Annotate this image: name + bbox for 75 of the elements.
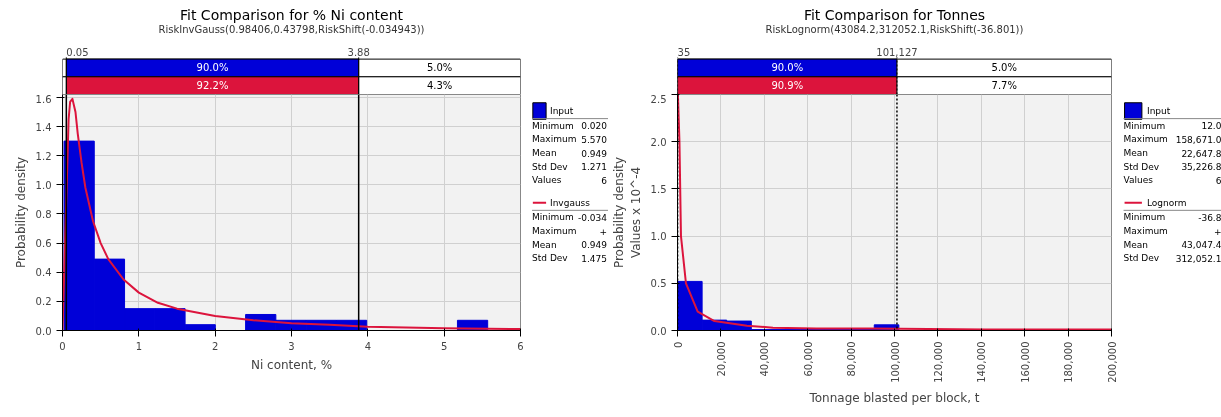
y-tick-label: 1.0: [35, 179, 52, 191]
y-tick-label: 1.4: [35, 121, 52, 133]
y-tick-label: 1.6: [35, 93, 52, 105]
chart-title: Fit Comparison for Tonnes: [803, 6, 986, 23]
text: Std Dev 312,052.1: [1123, 253, 1221, 264]
text: Mean 22,647.8: [1123, 148, 1221, 159]
x-tick-label: 40,000: [759, 341, 771, 377]
text: Minimum 0.020: [532, 120, 608, 132]
chart-title: Fit Comparison for % Ni content: [180, 6, 404, 23]
x-tick-label: 0: [672, 341, 684, 348]
y-tick-label: 0.0: [650, 325, 667, 337]
legend-label: Input: [550, 106, 574, 117]
text: Mean 0.949: [532, 148, 607, 159]
y-axis-title: Probability density: [13, 156, 28, 269]
y-tick-label: 1.0: [650, 231, 667, 243]
text: 5.0%: [991, 62, 1017, 74]
ref-line-label: 3.88: [347, 47, 370, 59]
text: Maximum +: [532, 226, 607, 237]
text: 90.9%: [771, 80, 804, 92]
ref-line-label: 35: [677, 47, 691, 59]
text: 5.0%: [426, 62, 453, 74]
y-tick-label: 0.6: [35, 238, 52, 250]
x-tick-label: 180,000: [1063, 341, 1075, 383]
y-tick-label: 0.0: [35, 325, 52, 337]
legend-label: Invgauss: [550, 197, 591, 208]
x-tick-label: 140,000: [976, 341, 988, 383]
x-tick-label: 3: [288, 340, 295, 352]
chart-subtitle: RiskLognorm(43084.2,312052.1,RiskShift(-36.801)): [765, 24, 1024, 36]
text: 90.0%: [771, 62, 804, 74]
x-axis-title: Ni content, %: [250, 357, 333, 372]
y-tick-label: 1.5: [650, 183, 667, 195]
chart-subtitle: RiskInvGauss(0.98406,0.43798,RiskShift(-0.034943)): [158, 24, 425, 36]
text: Std Dev 1.271: [532, 161, 607, 173]
text: Values 6: [1123, 175, 1221, 186]
text: 4.3%: [426, 80, 453, 92]
y-tick-label: 2.5: [650, 93, 667, 105]
y-tick-label: 0.5: [650, 278, 667, 290]
x-tick-label: 4: [364, 340, 372, 352]
text: 92.2%: [196, 80, 229, 92]
text: Mean 43,047.4: [1123, 239, 1221, 251]
text: Std Dev 1.475: [532, 253, 607, 264]
text: 90.0%: [196, 62, 229, 74]
x-tick-label: 200,000: [1106, 341, 1118, 383]
x-tick-label: 20,000: [715, 341, 727, 377]
text: Maximum +: [1123, 226, 1221, 237]
y-tick-label: 0.4: [35, 267, 52, 279]
text: Std Dev 35,226.8: [1123, 161, 1221, 173]
x-tick-label: 120,000: [932, 341, 944, 383]
text: Mean 0.949: [532, 239, 607, 251]
x-tick-label: 0: [59, 340, 66, 352]
x-tick-label: 80,000: [846, 341, 858, 377]
y-tick-label: 0.8: [35, 208, 52, 220]
x-tick-label: 1: [135, 340, 143, 352]
y-axis-title: Probability density Values x 10^-4: [611, 156, 643, 269]
text: Values 6: [532, 175, 607, 186]
y-tick-label: 2.0: [650, 136, 667, 148]
y-tick-label: 0.2: [35, 296, 52, 308]
x-tick-label: 160,000: [1019, 341, 1031, 383]
x-axis-title: Tonnage blasted per block, t: [808, 390, 980, 405]
x-tick-label: 6: [517, 340, 524, 352]
x-tick-label: 100,000: [889, 341, 901, 383]
legend-label: Lognorm: [1147, 197, 1187, 208]
ref-line-label: 0.05: [66, 47, 89, 59]
x-tick-label: 2: [211, 340, 219, 352]
x-tick-label: 5: [440, 340, 448, 352]
legend-label: Input: [1147, 106, 1171, 117]
text: Maximum 5.570: [532, 134, 608, 145]
text: Maximum 158,671.0: [1123, 134, 1221, 145]
ref-line-label: 101,127: [876, 47, 918, 59]
y-tick-label: 1.2: [35, 150, 52, 162]
text: Minimum 12.0: [1123, 120, 1221, 132]
text: Minimum -36.8: [1123, 212, 1221, 223]
x-tick-label: 60,000: [802, 341, 814, 377]
text: Minimum -0.034: [532, 212, 608, 223]
text: 7.7%: [991, 80, 1017, 92]
